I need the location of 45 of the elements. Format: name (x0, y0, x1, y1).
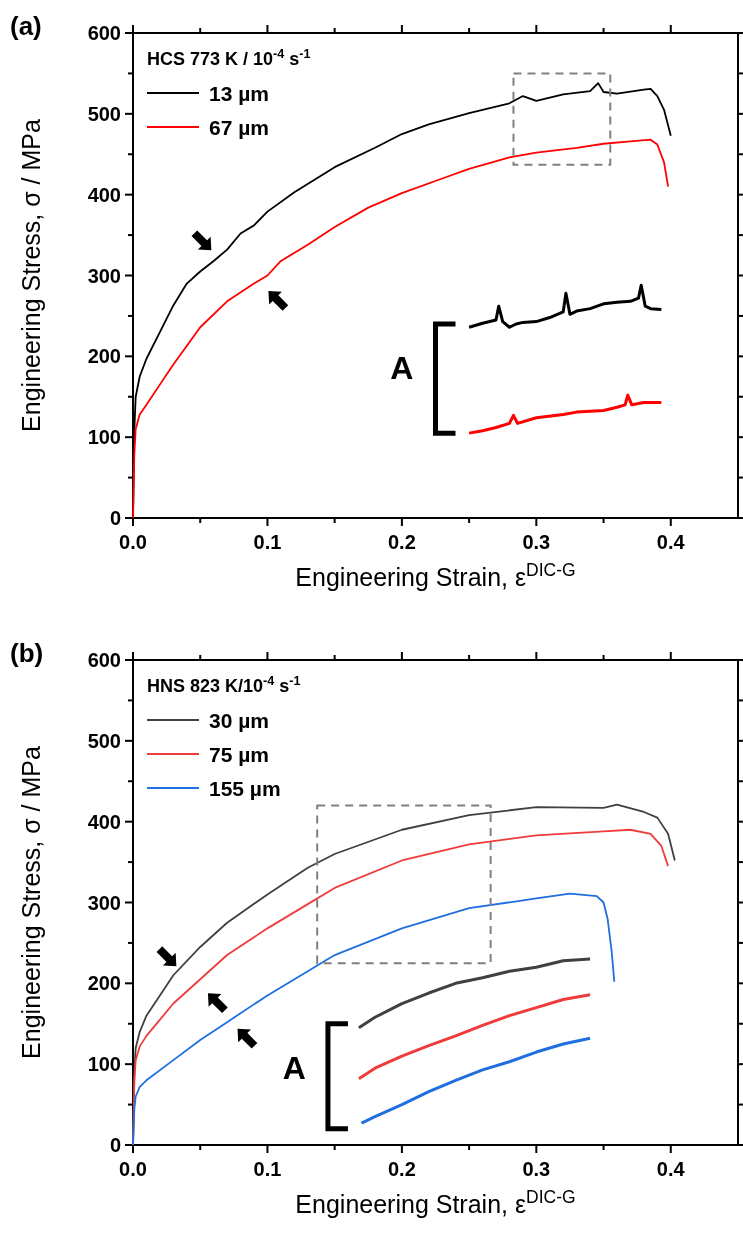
y-tick-label: 600 (87, 649, 121, 671)
y-tick-label: 300 (87, 264, 121, 287)
y-tick-label: 500 (87, 102, 121, 125)
legend-label: 30 µm (209, 709, 269, 732)
line-series (467, 283, 663, 329)
x-tick-label: 0.2 (387, 531, 416, 553)
chart-title: (a) (10, 11, 42, 41)
x-tick-label: 0.4 (656, 531, 686, 553)
y-tick-label: 600 (87, 22, 121, 44)
legend-label: 13 µm (209, 82, 269, 105)
x-tick-label: 0.3 (522, 531, 551, 553)
y-tick-label: 500 (87, 729, 121, 752)
x-tick-label: 0.0 (119, 531, 147, 553)
y-tick-label: 100 (87, 1053, 121, 1076)
line-series (132, 892, 616, 1146)
y-tick-label: 300 (87, 891, 121, 914)
x-tick-label: 0.4 (656, 1158, 686, 1180)
x-tick-label: 0.1 (253, 1158, 282, 1180)
x-tick-label: 0.0 (119, 1158, 147, 1180)
legend-label: 67 µm (209, 116, 269, 139)
y-axis-title: Engineering Stress, σ / MPa (17, 746, 45, 1059)
chart-title: (b) (10, 638, 44, 668)
x-axis-title: Engineering Strain, ε$^{DIC-G}$ (295, 1187, 576, 1218)
y-tick-label: 200 (87, 972, 121, 995)
y-tick-label: 100 (87, 426, 121, 449)
line-series (360, 1036, 592, 1125)
y-tick-label: 400 (87, 810, 121, 833)
line-series (467, 393, 663, 435)
y-tick-label: 200 (87, 345, 121, 368)
y-tick-label: 0 (109, 507, 121, 529)
legend-label: 155 µm (209, 777, 281, 800)
x-axis-title: Engineering Strain, ε$^{DIC-G}$ (295, 560, 576, 591)
annotation: A (282, 1049, 306, 1086)
legend-label: 75 µm (209, 743, 269, 766)
x-tick-label: 0.2 (387, 1158, 416, 1180)
line-series (357, 993, 592, 1081)
y-tick-label: 0 (109, 1134, 121, 1156)
y-tick-label: 400 (87, 183, 121, 206)
x-tick-label: 0.3 (522, 1158, 551, 1180)
legend-title: HCS 773 K / 10$^{-4}$ s$^{-1}$ (147, 47, 311, 69)
annotation: A (390, 349, 414, 386)
x-tick-label: 0.1 (253, 531, 282, 553)
y-axis-title: Engineering Stress, σ / MPa (17, 119, 45, 432)
line-series (357, 957, 592, 1030)
legend-title: HNS 823 K/10$^{-4}$ s$^{-1}$ (147, 674, 301, 696)
